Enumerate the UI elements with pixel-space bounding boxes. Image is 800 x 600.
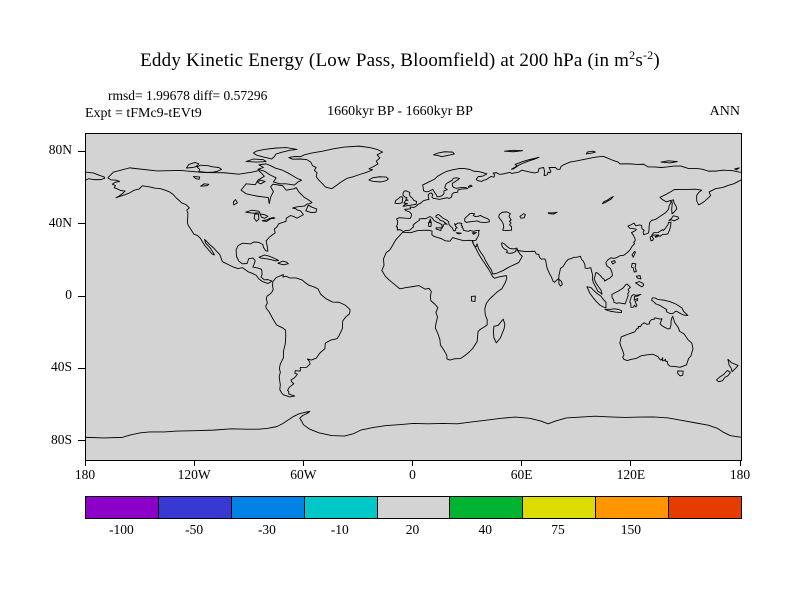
colorbar-tick-label: -10 [330,522,349,537]
islands-indian-ocean [492,278,563,344]
title-unit-mid: s [635,50,643,71]
y-axis-tick-label: 40N [48,214,72,230]
x-axis-tick-label: 0 [409,467,416,482]
season-label: ANN [709,104,740,119]
colorbar-tick-label: 20 [405,522,420,537]
coastline-australia [619,315,694,377]
x-axis-tick-mark [193,460,195,466]
plot-title: Eddy Kinetic Energy (Low Pass, Bloomfiel… [0,48,800,72]
title-superscript: 2 [629,48,636,62]
islands-east-asia [611,199,680,288]
coastline-new-zealand [715,358,739,383]
inland-seas [464,184,614,231]
colorbar-cell [450,497,524,518]
title-text: Eddy Kinetic Energy (Low Pass, Bloomfiel… [140,50,630,71]
x-axis-tick-mark [630,460,632,466]
colorbar-tick-label: 40 [478,522,493,537]
lakes [192,176,476,302]
colorbar-tick-label: 75 [551,522,565,537]
title-superscript-neg: -2 [642,48,654,62]
y-axis-tick-label: 0 [65,287,72,302]
islands-arctic-russia [504,149,740,171]
x-axis-tick-mark [521,460,523,466]
y-axis-tick-mark [78,367,85,369]
coastline-south-america [265,274,351,398]
y-axis-tick-mark [78,150,85,152]
colorbar-cell [158,497,232,518]
x-axis-tick-label: 180 [729,467,751,482]
coastline-chukotka-wrap [86,171,106,181]
x-axis-tick-label: 60W [290,467,317,482]
map-area [85,133,742,461]
islands-mediterranean [427,218,477,235]
colorbar-cell [377,497,451,518]
colorbar [85,496,742,519]
coastline-africa [381,229,508,361]
colorbar-cell [304,497,378,518]
x-axis-tick-mark [302,460,304,466]
y-axis-tick-mark [78,223,85,225]
y-axis-tick-mark [78,295,85,297]
title-close-paren: ) [653,50,660,71]
x-axis-tick-label: 120W [177,467,211,482]
y-axis-tick-label: 80S [50,431,72,447]
colorbar-cell [523,497,597,518]
colorbar-cell [596,497,670,518]
y-axis-tick-label: 80N [48,142,72,158]
colorbar-cell [86,497,159,518]
coastline-new-guinea [651,297,689,316]
islands-southeast-asia [586,283,642,314]
x-axis-tick-mark [739,460,741,466]
stats-line: rmsd= 1.99678 diff= 0.57296 [108,88,268,103]
y-axis-tick-label: 40S [50,359,72,375]
coastline-antarctica [86,411,741,439]
colorbar-tick-label: -30 [257,522,276,537]
experiment-label: Expt = tFMc9-tEVt9 [85,106,202,121]
colorbar-tick-label: -100 [109,522,134,537]
x-axis-tick-label: 120E [616,467,646,482]
x-axis-tick-label: 60E [510,467,533,482]
y-axis-tick-mark [78,440,85,442]
colorbar-tick-label: 150 [620,522,641,537]
coastline-north-america [107,167,313,284]
islands-caribbean [258,254,289,266]
islands-north-atlantic [368,151,455,207]
colorbar-cell [669,497,742,518]
colorbar-tick-label: -50 [185,522,204,537]
coastline-eurasia [395,155,741,295]
colorbar-labels: -100 -50 -30 -10 20 40 75 150 [0,522,800,540]
x-axis-tick-mark [84,460,86,466]
coastline-greenland [288,145,384,190]
x-axis-tick-mark [412,460,413,466]
islands-arctic-canada [185,147,318,214]
colorbar-cell [231,497,305,518]
world-map-svg [86,145,741,439]
period-label: 1660kyr BP - 1660kyr BP [327,104,473,119]
x-axis-tick-label: 180 [74,467,96,482]
